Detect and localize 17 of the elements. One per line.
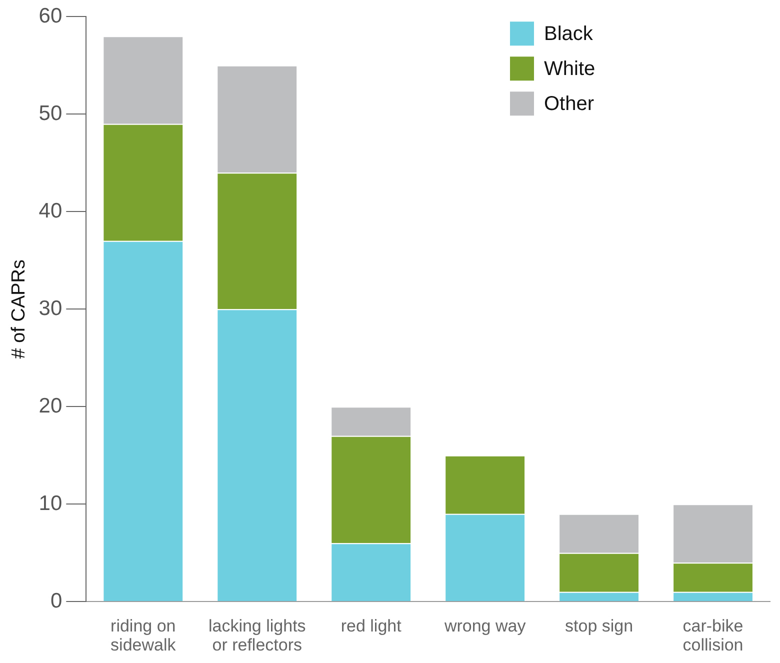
y-tick-label: 60 [38, 4, 62, 28]
x-tick-label: riding on sidewalk [110, 616, 176, 654]
y-tick-label: 20 [38, 394, 62, 418]
x-tick-label: car-bike collision [682, 616, 744, 654]
legend-label: White [544, 58, 596, 80]
legend-label: Other [544, 93, 594, 116]
y-axis-title: # of CAPRs [8, 259, 30, 359]
y-tick-label: 40 [38, 199, 62, 222]
legend-label: Black [544, 23, 594, 46]
y-tick-label: 50 [38, 102, 62, 125]
y-tick-label: 30 [38, 296, 62, 320]
x-tick-label: red light [340, 616, 402, 636]
y-tick-label: 10 [38, 492, 62, 515]
x-tick-label: stop sign [565, 616, 634, 636]
x-tick-label: wrong way [443, 616, 526, 636]
y-tick-label: 0 [50, 589, 62, 612]
x-tick-label: lacking lights or reflectors [208, 616, 306, 654]
